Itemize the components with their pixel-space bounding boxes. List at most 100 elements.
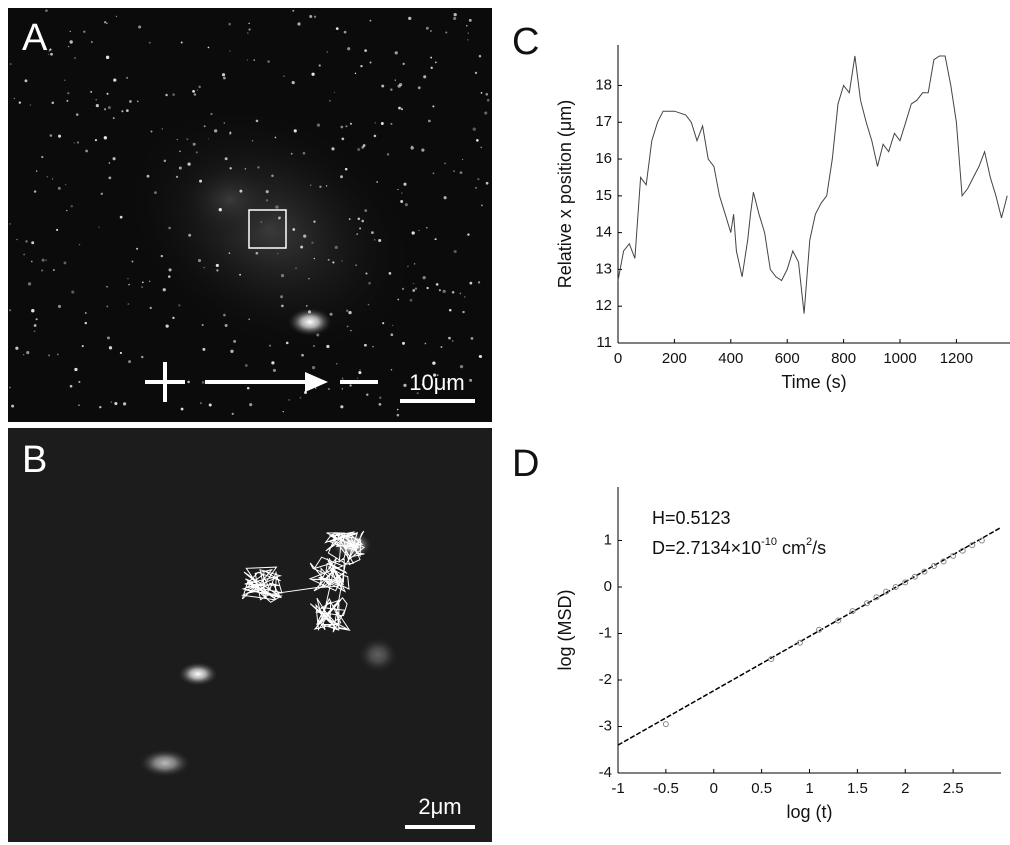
vesicle [312, 366, 315, 369]
vesicle [481, 92, 483, 94]
y-tick-label: -1 [599, 624, 612, 641]
vesicle [426, 287, 428, 289]
vesicle [368, 304, 370, 306]
vesicle [204, 267, 205, 268]
vesicle [101, 193, 103, 195]
fit-line [618, 527, 1001, 745]
vesicle [161, 255, 163, 257]
vesicle [23, 354, 24, 355]
vesicle [66, 100, 68, 102]
vesicle [308, 310, 311, 313]
vesicle [91, 41, 93, 43]
vesicle [314, 16, 316, 18]
vesicle [224, 122, 226, 124]
vesicle [166, 324, 169, 327]
scale-bar-label: 2μm [418, 794, 461, 819]
vesicle [340, 126, 343, 129]
vesicle [308, 278, 309, 279]
vesicle [346, 310, 349, 313]
vesicle [486, 182, 489, 185]
vesicle [45, 9, 48, 12]
y-tick-label: -2 [599, 671, 612, 688]
vesicle [260, 221, 262, 223]
vesicle [434, 238, 436, 240]
vesicle [196, 151, 198, 153]
vesicle [121, 110, 123, 112]
panel-label: A [22, 17, 48, 59]
vesicle [245, 364, 248, 367]
vesicle [329, 100, 331, 102]
vesicle [70, 31, 71, 32]
vesicle [165, 94, 167, 96]
vesicle [218, 382, 220, 384]
vesicle [71, 205, 73, 207]
vesicle [127, 303, 129, 305]
vesicle [364, 209, 367, 212]
vesicle [355, 264, 357, 266]
vesicle [332, 261, 334, 263]
vesicle [208, 47, 210, 49]
annotation-part: D=2.7134×10 [652, 538, 761, 558]
vesicle [481, 205, 483, 207]
vesicle [326, 345, 329, 348]
vesicle [403, 384, 406, 387]
vesicle [49, 49, 51, 51]
vesicle [253, 59, 255, 61]
vesicle [467, 39, 469, 41]
vesicle [47, 176, 49, 178]
vesicle [360, 65, 362, 67]
vesicle [391, 369, 392, 370]
vesicle [252, 140, 253, 141]
vesicle [223, 314, 226, 317]
vesicle [418, 86, 421, 89]
vesicle [300, 397, 302, 399]
vesicle [426, 227, 428, 229]
vesicle [108, 106, 111, 109]
vesicle [70, 385, 73, 388]
vesicle [168, 275, 171, 278]
vesicle [410, 299, 413, 302]
vesicle [64, 261, 67, 264]
vesicle [69, 40, 72, 43]
vesicle [310, 184, 312, 186]
vesicle [11, 405, 14, 408]
vesicle [345, 125, 347, 127]
x-tick-label: 0.5 [751, 780, 772, 797]
vesicle [58, 187, 61, 190]
vesicle [452, 340, 453, 341]
vesicle [129, 100, 132, 103]
vesicle [25, 240, 28, 243]
panel-label: C [512, 21, 539, 63]
vesicle [114, 402, 117, 405]
vesicle [469, 379, 472, 382]
vesicle [448, 337, 451, 340]
vesicle [334, 92, 335, 93]
vesicle [452, 291, 455, 294]
vesicle [162, 128, 163, 129]
vesicle [26, 351, 29, 354]
vesicle [202, 324, 204, 326]
x-tick-label: 400 [718, 350, 743, 367]
vesicle [300, 246, 303, 249]
vesicle [449, 309, 452, 312]
vesicle [113, 78, 116, 81]
vesicle [178, 304, 180, 306]
vesicle [74, 57, 76, 59]
vesicle [15, 347, 18, 350]
vesicle [379, 403, 382, 406]
vesicle [79, 244, 80, 245]
vesicle [364, 344, 367, 347]
vesicle [292, 10, 294, 12]
vesicle [198, 86, 200, 88]
vesicle [247, 32, 248, 33]
vesicle [109, 162, 111, 164]
vesicle [278, 216, 281, 219]
vesicle [387, 153, 390, 156]
vesicle [439, 289, 441, 291]
vesicle [188, 234, 191, 237]
vesicle [229, 50, 230, 51]
vesicle [208, 138, 209, 139]
vesicle [288, 399, 290, 401]
x-tick-label: -0.5 [653, 780, 679, 797]
vesicle [230, 350, 233, 353]
